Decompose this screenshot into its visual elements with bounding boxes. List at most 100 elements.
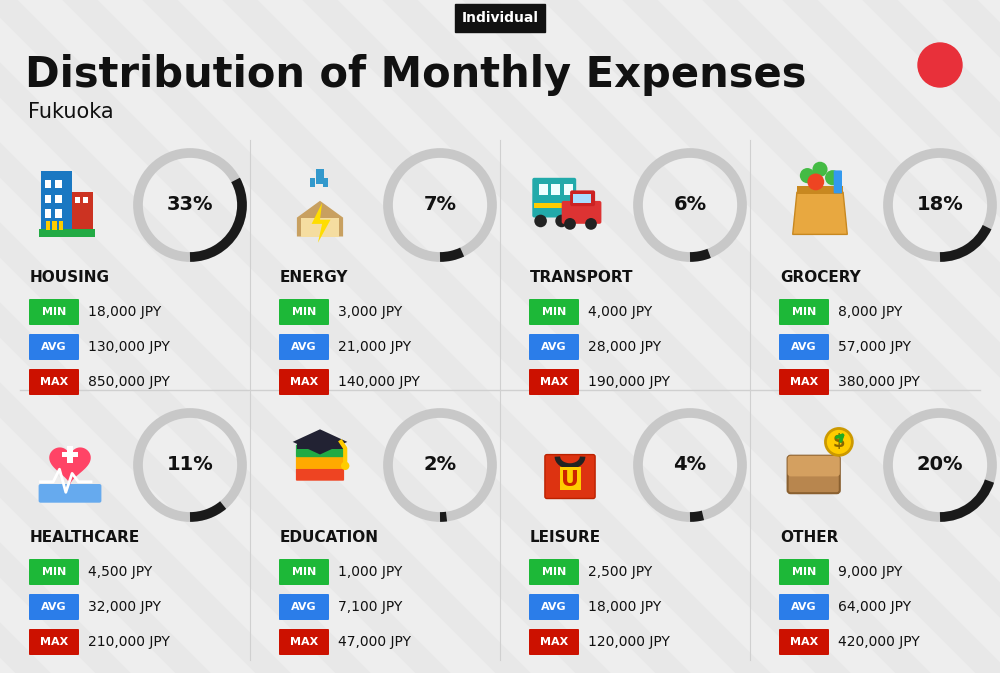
FancyBboxPatch shape [29, 334, 79, 360]
FancyBboxPatch shape [570, 190, 595, 206]
FancyBboxPatch shape [45, 209, 51, 217]
FancyBboxPatch shape [75, 197, 80, 203]
FancyBboxPatch shape [529, 629, 579, 655]
FancyBboxPatch shape [29, 369, 79, 395]
FancyBboxPatch shape [529, 559, 579, 585]
Text: 4%: 4% [673, 456, 707, 474]
Circle shape [812, 162, 828, 177]
Text: 11%: 11% [167, 456, 213, 474]
FancyBboxPatch shape [296, 445, 344, 457]
FancyBboxPatch shape [797, 186, 843, 194]
Text: 850,000 JPY: 850,000 JPY [88, 375, 170, 389]
Text: AVG: AVG [541, 342, 567, 352]
FancyBboxPatch shape [46, 221, 50, 230]
FancyBboxPatch shape [779, 559, 829, 585]
Text: AVG: AVG [291, 602, 317, 612]
Text: MAX: MAX [40, 637, 68, 647]
FancyBboxPatch shape [279, 369, 329, 395]
FancyBboxPatch shape [779, 594, 829, 620]
FancyBboxPatch shape [279, 559, 329, 585]
Text: Fukuoka: Fukuoka [28, 102, 114, 122]
Text: 190,000 JPY: 190,000 JPY [588, 375, 670, 389]
Text: 210,000 JPY: 210,000 JPY [88, 635, 170, 649]
Text: $: $ [833, 433, 845, 451]
Text: HOUSING: HOUSING [30, 271, 110, 285]
FancyBboxPatch shape [29, 299, 79, 325]
FancyBboxPatch shape [534, 203, 574, 208]
Text: 33%: 33% [167, 195, 213, 215]
Text: AVG: AVG [791, 342, 817, 352]
FancyBboxPatch shape [52, 221, 57, 230]
FancyBboxPatch shape [316, 170, 324, 184]
Text: MAX: MAX [790, 377, 818, 387]
FancyBboxPatch shape [779, 334, 829, 360]
Text: 6%: 6% [673, 195, 707, 215]
FancyBboxPatch shape [545, 454, 595, 499]
Circle shape [825, 170, 840, 185]
FancyBboxPatch shape [279, 629, 329, 655]
Circle shape [807, 174, 824, 190]
Text: 21,000 JPY: 21,000 JPY [338, 340, 411, 354]
FancyBboxPatch shape [779, 299, 829, 325]
Circle shape [918, 43, 962, 87]
FancyBboxPatch shape [779, 369, 829, 395]
FancyBboxPatch shape [779, 629, 829, 655]
FancyBboxPatch shape [310, 178, 315, 187]
Text: 120,000 JPY: 120,000 JPY [588, 635, 670, 649]
FancyBboxPatch shape [560, 467, 580, 490]
FancyBboxPatch shape [67, 446, 73, 463]
Polygon shape [297, 201, 343, 236]
Circle shape [800, 168, 815, 183]
Text: 20%: 20% [917, 456, 963, 474]
FancyBboxPatch shape [532, 178, 576, 217]
Text: 9,000 JPY: 9,000 JPY [838, 565, 902, 579]
Text: OTHER: OTHER [780, 530, 838, 546]
Text: MAX: MAX [290, 637, 318, 647]
Text: AVG: AVG [791, 602, 817, 612]
Text: MAX: MAX [40, 377, 68, 387]
Text: 420,000 JPY: 420,000 JPY [838, 635, 920, 649]
FancyBboxPatch shape [72, 192, 93, 230]
FancyBboxPatch shape [788, 456, 840, 493]
Text: MIN: MIN [292, 307, 316, 317]
Circle shape [585, 218, 597, 229]
Text: U: U [561, 470, 579, 490]
FancyBboxPatch shape [62, 452, 78, 458]
FancyBboxPatch shape [529, 334, 579, 360]
FancyBboxPatch shape [279, 299, 329, 325]
FancyBboxPatch shape [301, 217, 339, 236]
Text: 32,000 JPY: 32,000 JPY [88, 600, 161, 614]
FancyBboxPatch shape [323, 178, 328, 187]
Text: 18%: 18% [917, 195, 963, 215]
FancyBboxPatch shape [834, 170, 842, 193]
Circle shape [564, 218, 576, 229]
FancyBboxPatch shape [45, 194, 51, 203]
FancyBboxPatch shape [29, 594, 79, 620]
Text: 4,000 JPY: 4,000 JPY [588, 305, 652, 319]
FancyBboxPatch shape [279, 594, 329, 620]
FancyBboxPatch shape [279, 334, 329, 360]
Text: HEALTHCARE: HEALTHCARE [30, 530, 140, 546]
FancyBboxPatch shape [562, 201, 601, 224]
Text: 18,000 JPY: 18,000 JPY [588, 600, 661, 614]
Text: AVG: AVG [41, 342, 67, 352]
FancyBboxPatch shape [39, 484, 101, 503]
Text: 4,500 JPY: 4,500 JPY [88, 565, 152, 579]
Text: 3,000 JPY: 3,000 JPY [338, 305, 402, 319]
Text: 57,000 JPY: 57,000 JPY [838, 340, 911, 354]
Text: 7,100 JPY: 7,100 JPY [338, 600, 402, 614]
Text: MAX: MAX [540, 377, 568, 387]
Polygon shape [49, 448, 91, 485]
Circle shape [555, 215, 568, 227]
Text: MIN: MIN [542, 307, 566, 317]
Text: 64,000 JPY: 64,000 JPY [838, 600, 911, 614]
Text: MAX: MAX [290, 377, 318, 387]
Text: TRANSPORT: TRANSPORT [530, 271, 634, 285]
FancyBboxPatch shape [529, 299, 579, 325]
Text: EDUCATION: EDUCATION [280, 530, 379, 546]
FancyBboxPatch shape [573, 194, 591, 203]
FancyBboxPatch shape [296, 468, 344, 481]
Text: GROCERY: GROCERY [780, 271, 861, 285]
Text: MIN: MIN [42, 307, 66, 317]
FancyBboxPatch shape [529, 594, 579, 620]
